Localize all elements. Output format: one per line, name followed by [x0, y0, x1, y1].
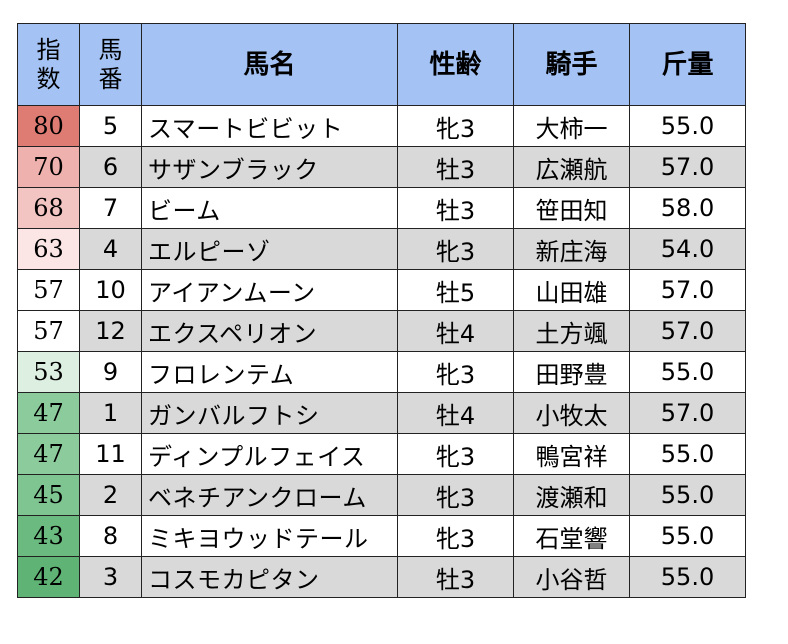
- horse-name-cell: フロレンテム: [141, 351, 398, 393]
- sex-age-cell: 牡4: [397, 392, 514, 434]
- horse-name-cell: ディンプルフェイス: [141, 433, 398, 475]
- index-cell: 70: [17, 146, 80, 188]
- table-row: 53 9 フロレンテム 牝3 田野豊 55.0: [17, 351, 746, 393]
- index-cell: 68: [17, 187, 80, 229]
- sex-age-cell: 牡3: [397, 146, 514, 188]
- weight-cell: 57.0: [629, 146, 746, 188]
- header-number-line-2: 番: [98, 64, 123, 93]
- table-row: 63 4 エルピーゾ 牝3 新庄海 54.0: [17, 228, 746, 270]
- table-row: 47 11 ディンプルフェイス 牝3 鴨宮祥 55.0: [17, 433, 746, 475]
- weight-cell: 54.0: [629, 228, 746, 270]
- horse-name-cell: スマートビビット: [141, 105, 398, 147]
- table-row: 68 7 ビーム 牡3 笹田知 58.0: [17, 187, 746, 229]
- weight-cell: 55.0: [629, 105, 746, 147]
- jockey-cell: 鴨宮祥: [513, 433, 630, 475]
- index-cell: 42: [17, 556, 80, 598]
- weight-cell: 55.0: [629, 515, 746, 557]
- index-cell: 43: [17, 515, 80, 557]
- number-cell: 10: [79, 269, 142, 311]
- horse-name-cell: エクスペリオン: [141, 310, 398, 352]
- index-cell: 47: [17, 392, 80, 434]
- index-cell: 47: [17, 433, 80, 475]
- sex-age-cell: 牝3: [397, 105, 514, 147]
- header-jockey: 騎手: [513, 23, 630, 106]
- sex-age-cell: 牝3: [397, 433, 514, 475]
- jockey-cell: 広瀬航: [513, 146, 630, 188]
- table-row: 42 3 コスモカピタン 牡3 小谷哲 55.0: [17, 556, 746, 598]
- table-body: 80 5 スマートビビット 牝3 大柿一 55.0 70 6 サザンブラック 牡3 広瀬航 57.0 6…: [17, 105, 746, 598]
- table-row: 70 6 サザンブラック 牡3 広瀬航 57.0: [17, 146, 746, 188]
- header-number-line-1: 馬: [98, 35, 123, 64]
- jockey-cell: 石堂響: [513, 515, 630, 557]
- number-cell: 1: [79, 392, 142, 434]
- sex-age-cell: 牡3: [397, 556, 514, 598]
- index-cell: 45: [17, 474, 80, 516]
- weight-cell: 55.0: [629, 433, 746, 475]
- jockey-cell: 田野豊: [513, 351, 630, 393]
- weight-cell: 58.0: [629, 187, 746, 229]
- number-cell: 2: [79, 474, 142, 516]
- index-cell: 57: [17, 269, 80, 311]
- number-cell: 8: [79, 515, 142, 557]
- table-header: 指 数 馬 番 馬名 性齢 騎手 斤量: [17, 23, 746, 106]
- number-cell: 6: [79, 146, 142, 188]
- table-row: 47 1 ガンバルフトシ 牡4 小牧太 57.0: [17, 392, 746, 434]
- weight-cell: 55.0: [629, 474, 746, 516]
- table-row: 43 8 ミキヨウッドテール 牝3 石堂響 55.0: [17, 515, 746, 557]
- weight-cell: 57.0: [629, 392, 746, 434]
- race-entry-table: 指 数 馬 番 馬名 性齢 騎手 斤量 80 5 スマートビビット 牝3 大柿一 55.0…: [17, 23, 746, 598]
- index-cell: 53: [17, 351, 80, 393]
- header-sex-age: 性齢: [397, 23, 514, 106]
- number-cell: 3: [79, 556, 142, 598]
- table-row: 57 10 アイアンムーン 牡5 山田雄 57.0: [17, 269, 746, 311]
- horse-name-cell: ミキヨウッドテール: [141, 515, 398, 557]
- horse-name-cell: エルピーゾ: [141, 228, 398, 270]
- horse-name-cell: ビーム: [141, 187, 398, 229]
- jockey-cell: 小牧太: [513, 392, 630, 434]
- sex-age-cell: 牝3: [397, 228, 514, 270]
- number-cell: 11: [79, 433, 142, 475]
- table-row: 80 5 スマートビビット 牝3 大柿一 55.0: [17, 105, 746, 147]
- jockey-cell: 新庄海: [513, 228, 630, 270]
- weight-cell: 57.0: [629, 269, 746, 311]
- horse-name-cell: サザンブラック: [141, 146, 398, 188]
- horse-name-cell: ベネチアンクローム: [141, 474, 398, 516]
- sex-age-cell: 牝3: [397, 515, 514, 557]
- weight-cell: 55.0: [629, 556, 746, 598]
- horse-name-cell: コスモカピタン: [141, 556, 398, 598]
- number-cell: 4: [79, 228, 142, 270]
- jockey-cell: 小谷哲: [513, 556, 630, 598]
- weight-cell: 55.0: [629, 351, 746, 393]
- sex-age-cell: 牡5: [397, 269, 514, 311]
- header-index-line-2: 数: [36, 64, 61, 93]
- index-cell: 57: [17, 310, 80, 352]
- jockey-cell: 渡瀬和: [513, 474, 630, 516]
- number-cell: 9: [79, 351, 142, 393]
- sex-age-cell: 牝3: [397, 351, 514, 393]
- header-index: 指 数: [17, 23, 80, 106]
- weight-cell: 57.0: [629, 310, 746, 352]
- sex-age-cell: 牡4: [397, 310, 514, 352]
- header-horse-name: 馬名: [141, 23, 398, 106]
- table-row: 45 2 ベネチアンクローム 牝3 渡瀬和 55.0: [17, 474, 746, 516]
- sex-age-cell: 牡3: [397, 187, 514, 229]
- sex-age-cell: 牝3: [397, 474, 514, 516]
- header-number: 馬 番: [79, 23, 142, 106]
- jockey-cell: 山田雄: [513, 269, 630, 311]
- number-cell: 12: [79, 310, 142, 352]
- header-weight: 斤量: [629, 23, 746, 106]
- header-index-line-1: 指: [36, 35, 61, 64]
- index-cell: 80: [17, 105, 80, 147]
- jockey-cell: 大柿一: [513, 105, 630, 147]
- table-row: 57 12 エクスペリオン 牡4 土方颯 57.0: [17, 310, 746, 352]
- horse-name-cell: アイアンムーン: [141, 269, 398, 311]
- horse-name-cell: ガンバルフトシ: [141, 392, 398, 434]
- number-cell: 7: [79, 187, 142, 229]
- jockey-cell: 土方颯: [513, 310, 630, 352]
- number-cell: 5: [79, 105, 142, 147]
- index-cell: 63: [17, 228, 80, 270]
- jockey-cell: 笹田知: [513, 187, 630, 229]
